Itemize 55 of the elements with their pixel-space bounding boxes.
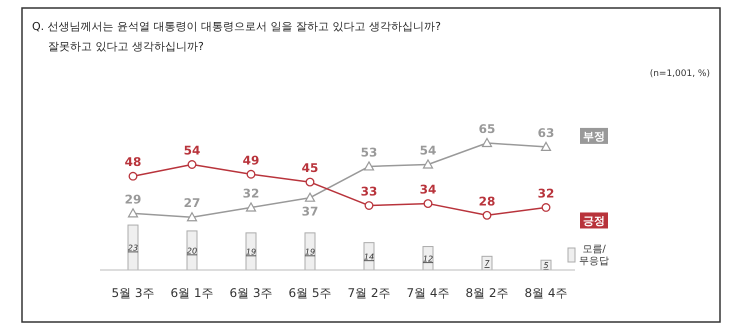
- x-tick-label: 6월 5주: [288, 286, 332, 300]
- chart-title: Q. 선생님께서는 윤석열 대통령이 대통령으로서 일을 잘하고 있다고 생각하십니까?: [32, 20, 442, 33]
- point: [482, 138, 492, 148]
- data-label: 32: [538, 186, 554, 200]
- data-label: 34: [420, 182, 436, 197]
- data-label: 65: [478, 122, 496, 136]
- x-tick-label: 6월 1주: [170, 286, 214, 300]
- data-label: 27: [184, 196, 200, 210]
- point: [304, 192, 316, 202]
- x-tick-label: 8월 4주: [524, 286, 568, 300]
- point: [542, 203, 550, 212]
- point: [364, 161, 374, 171]
- x-tick-label: 7월 2주: [347, 286, 391, 300]
- data-label: 37: [302, 204, 318, 219]
- x-tick-label: 7월 4주: [406, 286, 450, 300]
- data-label: 49: [242, 153, 260, 168]
- data-label: 33: [360, 184, 378, 199]
- data-label: 48: [124, 155, 142, 170]
- point: [186, 212, 198, 222]
- data-label: 20: [186, 246, 198, 256]
- point: [422, 159, 434, 169]
- text: 긍정: [583, 214, 605, 228]
- data-label: 7: [484, 259, 490, 268]
- data-label: 28: [478, 194, 496, 208]
- x-tick-label: 8월 2주: [465, 286, 509, 300]
- point: [246, 202, 256, 212]
- point: [364, 201, 374, 210]
- data-label: 54: [184, 143, 200, 158]
- point: [424, 199, 432, 208]
- bar: [128, 224, 138, 270]
- point: [246, 170, 256, 179]
- data-label: 5: [543, 261, 549, 270]
- text: (n=1,001, %): [650, 69, 710, 79]
- data-label: 53: [360, 145, 378, 160]
- x-tick-label: 6월 3주: [229, 286, 273, 300]
- point: [128, 208, 138, 218]
- data-label: 63: [538, 126, 554, 140]
- point: [482, 210, 492, 220]
- chart-subtitle: 잘못하고 있다고 생각하십니까?: [48, 40, 204, 53]
- data-label: 54: [420, 143, 436, 158]
- data-label: 32: [242, 186, 260, 200]
- point: [188, 160, 196, 169]
- x-tick-label: 5월 3주: [111, 286, 155, 300]
- point: [540, 142, 552, 152]
- data-label: 12: [422, 254, 434, 264]
- data-label: 19: [246, 247, 256, 256]
- legend-label: 모름/무응답: [579, 244, 609, 267]
- point: [306, 178, 314, 187]
- point: [128, 172, 138, 181]
- data-label: 23: [128, 244, 138, 253]
- data-label: 19: [304, 247, 316, 256]
- text: 부정: [583, 130, 605, 143]
- data-label: 29: [124, 192, 142, 206]
- data-label: 14: [364, 252, 374, 262]
- data-label: 45: [302, 161, 318, 176]
